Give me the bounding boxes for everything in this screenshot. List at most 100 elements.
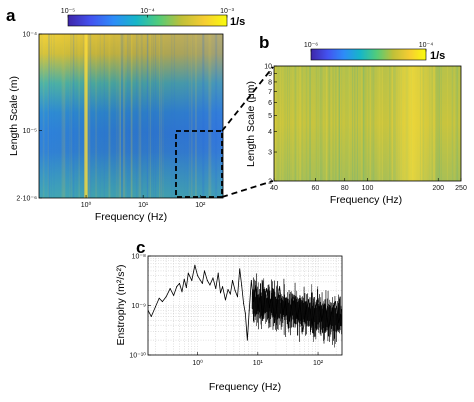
heatmap-streak	[88, 34, 91, 198]
heatmap-streak	[378, 66, 380, 181]
y-tick-label: 10	[264, 64, 272, 71]
heatmap-streak	[379, 66, 381, 181]
enstrophy-point	[220, 292, 221, 294]
heatmap-streak	[61, 34, 63, 198]
y-tick-label: 3	[268, 150, 272, 157]
heatmap-streak	[122, 34, 124, 198]
panel-c-y-label: Enstrophy (m²/s²)	[115, 264, 127, 345]
y-tick-label: 10⁻⁵	[23, 128, 37, 135]
panel-a-frame	[38, 33, 224, 199]
heatmap-streak	[162, 34, 164, 198]
heatmap-streak	[63, 34, 66, 198]
heatmap-streak	[160, 34, 162, 198]
heatmap-streak	[170, 34, 173, 198]
heatmap-streak	[335, 66, 337, 181]
enstrophy-point	[209, 284, 211, 286]
heatmap-1hz-core	[85, 34, 87, 198]
heatmap-streak	[82, 34, 85, 198]
heatmap-streak	[214, 34, 216, 198]
enstrophy-point	[239, 268, 241, 270]
heatmap-streak	[370, 66, 372, 181]
heatmap-streak	[184, 34, 186, 198]
heatmap-streak	[70, 34, 71, 198]
heatmap-streak	[361, 66, 363, 181]
heatmap-streak	[108, 34, 111, 198]
panel-b-colorbar-ticks: 10⁻⁶ 10⁻⁴	[304, 42, 433, 52]
heatmap-streak	[137, 34, 139, 198]
x-tick-label: 200	[432, 185, 444, 192]
panel-a-colorbar-ticks: 10⁻⁵ 10⁻⁴ 10⁻³	[61, 8, 235, 18]
heatmap-streak	[39, 34, 41, 198]
heatmap-streak	[48, 34, 50, 198]
y-tick-label: 7	[268, 89, 272, 96]
y-tick-label: 8	[268, 79, 272, 86]
heatmap-streak	[299, 66, 300, 181]
y-tick-label: 5	[268, 113, 272, 120]
colorbar-tick-label: 10⁻⁵	[61, 8, 75, 15]
enstrophy-point	[335, 301, 336, 303]
heatmap-streak	[153, 34, 154, 198]
heatmap-streak	[438, 66, 440, 181]
heatmap-streak	[321, 66, 323, 181]
panel-c: c 10⁰ 10¹ 10² 10⁻⁸ 10⁻⁹ 10⁻¹⁰ Frequency (Hz)…	[115, 238, 343, 393]
heatmap-streak	[118, 34, 121, 198]
heatmap-streak	[69, 34, 71, 198]
heatmap-streak	[128, 34, 130, 198]
enstrophy-point	[185, 287, 187, 289]
panel-a-heatmap-stripes	[39, 34, 218, 198]
enstrophy-point	[227, 289, 229, 291]
heatmap-streak	[202, 34, 204, 198]
heatmap-streak	[317, 66, 319, 181]
zoom-connector-top	[221, 66, 274, 132]
heatmap-streak	[208, 34, 210, 198]
panel-a-heatmap-lower-band	[39, 34, 223, 198]
heatmap-streak	[296, 66, 298, 181]
heatmap-streak	[137, 34, 140, 198]
heatmap-streak	[141, 34, 143, 198]
heatmap-streak	[363, 66, 365, 181]
enstrophy-point	[293, 294, 295, 296]
heatmap-streak	[338, 66, 340, 181]
enstrophy-point	[183, 278, 185, 280]
enstrophy-point	[222, 286, 224, 288]
heatmap-streak	[451, 66, 453, 181]
enstrophy-point	[241, 285, 243, 287]
y-tick-label: 2	[268, 179, 272, 186]
heatmap-streak	[89, 34, 92, 198]
heatmap-streak	[363, 66, 366, 181]
heatmap-streak	[160, 34, 163, 198]
heatmap-streak	[315, 66, 317, 181]
x-tick-label: 10¹	[253, 360, 264, 367]
heatmap-streak	[359, 66, 362, 181]
heatmap-streak	[88, 34, 91, 198]
y-tick-label: 6	[268, 100, 272, 107]
heatmap-streak	[89, 34, 91, 198]
heatmap-streak	[330, 66, 332, 181]
heatmap-streak	[309, 66, 311, 181]
enstrophy-point	[161, 301, 163, 303]
heatmap-streak	[209, 34, 212, 198]
heatmap-streak	[354, 66, 355, 181]
colorbar-tick-label: 10⁻⁴	[419, 42, 434, 49]
heatmap-streak	[139, 34, 142, 198]
enstrophy-point	[191, 280, 193, 281]
heatmap-streak	[324, 66, 327, 181]
heatmap-streak	[129, 34, 131, 198]
x-tick-label: 10²	[195, 202, 206, 209]
enstrophy-point	[287, 327, 289, 329]
heatmap-streak	[296, 66, 298, 181]
y-tick-label: 2·10⁻⁶	[16, 196, 37, 203]
heatmap-streak	[455, 66, 457, 181]
panel-b-letter: b	[259, 33, 269, 52]
enstrophy-point	[158, 297, 160, 299]
heatmap-streak	[360, 66, 362, 181]
heatmap-streak	[362, 66, 365, 181]
enstrophy-point	[155, 306, 157, 308]
heatmap-streak	[53, 34, 56, 198]
heatmap-streak	[318, 66, 321, 181]
heatmap-streak	[70, 34, 73, 198]
heatmap-streak	[369, 66, 371, 181]
heatmap-streak	[41, 34, 43, 198]
heatmap-streak	[141, 34, 142, 198]
